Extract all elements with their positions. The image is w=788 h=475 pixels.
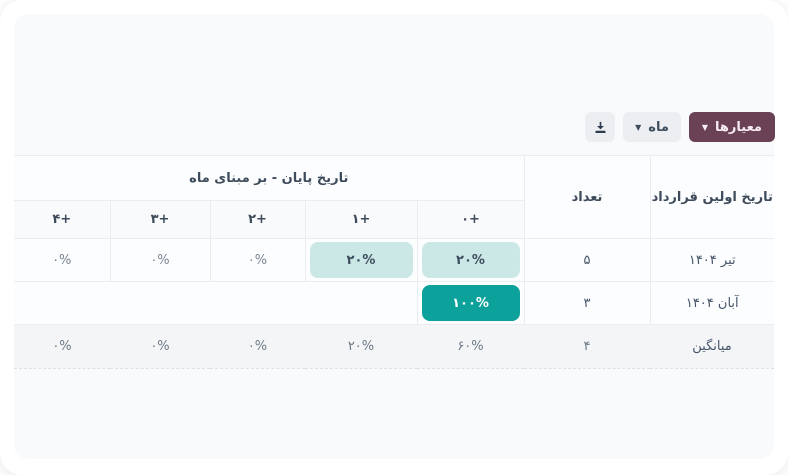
- average-value: ۰%: [110, 324, 210, 369]
- table-row: آبان ۱۴۰۴ ۳ ۱۰۰%: [14, 281, 774, 325]
- cohort-table: تاریخ اولین قرارداد تعداد تاریخ پایان - …: [14, 155, 774, 369]
- highlight-pill: ۲۰%: [309, 242, 413, 278]
- metrics-dropdown-label: معیارها: [715, 119, 762, 135]
- average-value: ۰%: [14, 324, 110, 369]
- highlight-pill: ۱۰۰%: [421, 285, 520, 321]
- row-label: تیر ۱۴۰۴: [649, 238, 774, 282]
- offset-header-3: ۳+: [109, 200, 211, 239]
- empty-cell: [14, 281, 110, 325]
- group-header-cell: تاریخ پایان - بر مبنای ماه: [14, 155, 525, 201]
- average-value: ۲۰%: [305, 324, 417, 369]
- offset-header-4: ۴+: [14, 200, 111, 239]
- caret-down-icon: ▼: [635, 123, 642, 132]
- average-count: ۴: [524, 324, 650, 369]
- count-header-cell: تعداد: [523, 155, 651, 239]
- toolbar: معیارها ▼ ماه ▼: [585, 112, 775, 142]
- download-icon: [595, 121, 606, 133]
- value-cell: ۲۰%: [304, 238, 418, 282]
- average-label: میانگین: [650, 324, 774, 369]
- cohort-table-container: تاریخ اولین قرارداد تعداد تاریخ پایان - …: [14, 155, 774, 369]
- empty-cell: [305, 281, 417, 325]
- offset-header-0: ۰+: [416, 200, 524, 239]
- value-cell: ۲۰%: [416, 238, 525, 282]
- average-value: ۶۰%: [417, 324, 524, 369]
- table-row: تیر ۱۴۰۴ ۵ ۲۰% ۲۰% ۰% ۰% ۰%: [14, 238, 774, 282]
- row-label: آبان ۱۴۰۴: [649, 281, 774, 325]
- first-contract-header-cell: تاریخ اولین قرارداد: [649, 155, 774, 239]
- value-cell: ۰%: [109, 238, 211, 282]
- empty-cell: [110, 281, 210, 325]
- month-dropdown-label: ماه: [648, 119, 669, 135]
- row-count: ۳: [523, 281, 651, 325]
- value-cell: ۱۰۰%: [416, 281, 525, 325]
- average-value: ۰%: [210, 324, 305, 369]
- offset-header-1: ۱+: [304, 200, 418, 239]
- value-cell: ۰%: [209, 238, 306, 282]
- caret-down-icon: ▼: [701, 123, 709, 132]
- row-count: ۵: [523, 238, 651, 282]
- offset-header-2: ۲+: [209, 200, 306, 239]
- metrics-dropdown-button[interactable]: معیارها ▼: [688, 112, 775, 142]
- download-button[interactable]: [585, 112, 616, 142]
- value-cell: ۰%: [14, 238, 111, 282]
- average-row: میانگین ۴ ۶۰% ۲۰% ۰% ۰% ۰%: [14, 324, 774, 369]
- empty-cell: [210, 281, 305, 325]
- month-dropdown-button[interactable]: ماه ▼: [623, 112, 681, 142]
- highlight-pill: ۲۰%: [421, 242, 520, 278]
